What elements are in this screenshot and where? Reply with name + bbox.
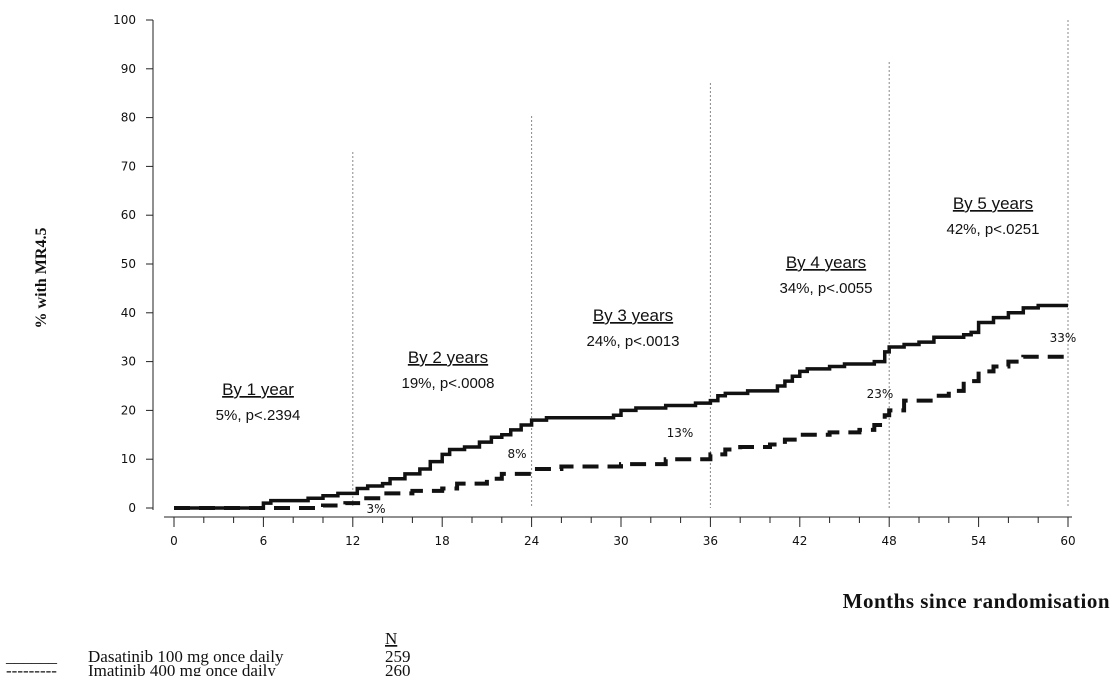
axes: 0 10 20 30 40 50 60 70 80 90 100 0 6 12 18 24 30 36 42 48 54… (113, 13, 1076, 548)
y-tick-label: 10 (121, 452, 136, 466)
period-heading: By 3 years (593, 306, 673, 325)
x-tick-label: 54 (971, 534, 986, 548)
x-tick-label: 36 (703, 534, 718, 548)
y-tick-label: 100 (113, 13, 136, 27)
x-tick-label: 18 (435, 534, 450, 548)
period-heading: By 4 years (786, 253, 866, 272)
imatinib-pct-label: 3% (366, 502, 385, 516)
legend-n-header: N (385, 629, 397, 648)
curves (174, 303, 1068, 510)
x-tick-label: 30 (613, 534, 628, 548)
y-tick-label: 0 (128, 501, 136, 515)
x-axis-label: Months since randomisation (843, 589, 1110, 613)
imatinib-curve (174, 354, 1068, 510)
period-stats: 5%, p<.2394 (216, 407, 301, 424)
dasatinib-curve (174, 303, 1068, 510)
period-stats: 19%, p<.0008 (402, 375, 495, 392)
x-tick-label: 60 (1060, 534, 1075, 548)
period-heading: By 1 year (222, 380, 294, 399)
y-tick-label: 60 (121, 208, 136, 222)
y-tick-label: 90 (121, 62, 136, 76)
period-heading: By 2 years (408, 348, 488, 367)
y-tick-label: 30 (121, 355, 136, 369)
period-heading: By 5 years (953, 194, 1033, 213)
y-tick-label: 50 (121, 257, 136, 271)
x-tick-label: 42 (792, 534, 807, 548)
imatinib-pct-label: 8% (507, 447, 526, 461)
legend: N ______ Dasatinib 100 mg once daily 259… (5, 629, 411, 676)
x-tick-label: 0 (170, 534, 178, 548)
legend-imatinib-n: 260 (385, 661, 411, 676)
legend-dasatinib-line: ______ (5, 647, 58, 666)
y-axis-label: % with MR4.5 (33, 228, 50, 329)
x-tick-label: 12 (345, 534, 360, 548)
imatinib-pct-label: 23% (867, 387, 894, 401)
legend-imatinib-line: --------- (6, 661, 57, 676)
y-tick-label: 40 (121, 306, 136, 320)
y-tick-label: 20 (121, 403, 136, 417)
period-stats: 42%, p<.0251 (947, 221, 1040, 238)
imatinib-pct-label: 13% (667, 426, 694, 440)
y-tick-label: 70 (121, 159, 136, 173)
x-tick-label: 6 (260, 534, 268, 548)
reference-lines (352, 20, 1069, 508)
period-stats: 34%, p<.0055 (780, 280, 873, 297)
legend-dasatinib-n: 259 (385, 647, 411, 666)
period-stats: 24%, p<.0013 (587, 333, 680, 350)
x-tick-label: 48 (882, 534, 897, 548)
x-tick-label: 24 (524, 534, 539, 548)
imatinib-pct-label: 33% (1050, 331, 1077, 345)
legend-imatinib-label: Imatinib 400 mg once daily (88, 661, 276, 676)
y-tick-label: 80 (121, 111, 136, 125)
annotations: By 1 year 5%, p<.2394 By 2 years 19%, p<.00… (216, 194, 1077, 516)
legend-dasatinib-label: Dasatinib 100 mg once daily (88, 647, 284, 666)
